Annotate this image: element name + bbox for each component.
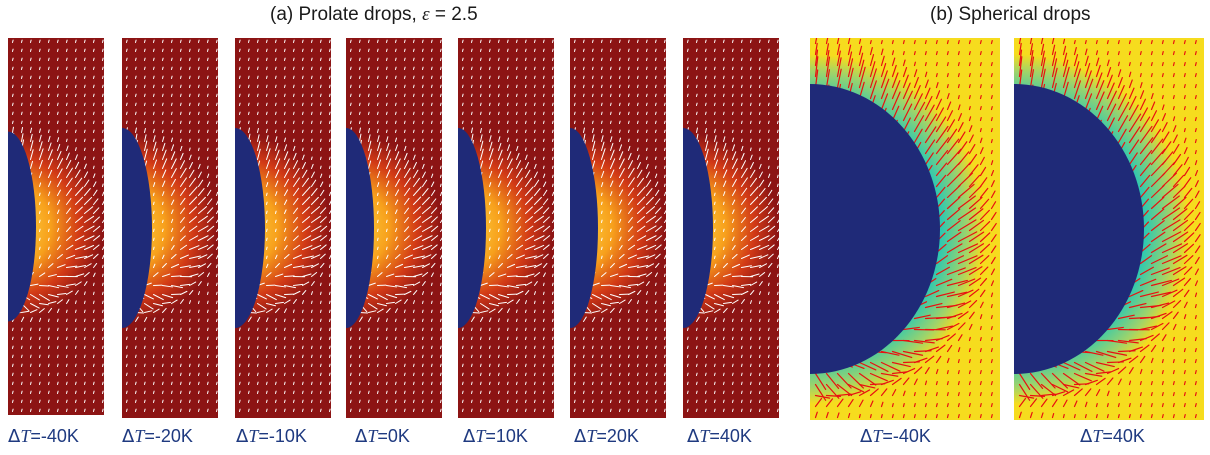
flow-field-image xyxy=(570,38,666,418)
drop-shape xyxy=(458,128,486,328)
caption-prolate-6: ΔT=20K xyxy=(574,426,639,447)
epsilon-symbol: ε xyxy=(422,4,430,25)
caption-prolate-4: ΔT=0K xyxy=(355,426,410,447)
drop-shape xyxy=(570,128,598,328)
caption-spherical-2: ΔT=40K xyxy=(1080,426,1145,447)
caption-prolate-7: ΔT=40K xyxy=(687,426,752,447)
flow-field-image xyxy=(235,38,331,418)
flow-field-image xyxy=(122,38,218,418)
flow-field-image xyxy=(346,38,442,418)
prolate-panel-5 xyxy=(458,38,554,418)
drop-shape xyxy=(1014,84,1144,374)
heading-a: (a) Prolate drops, ε = 2.5 xyxy=(270,4,478,25)
heading-b: (b) Spherical drops xyxy=(930,4,1091,25)
flow-field-image xyxy=(8,38,104,415)
temperature-halo xyxy=(8,79,103,374)
prolate-panel-7 xyxy=(683,38,779,418)
prolate-panel-4 xyxy=(346,38,442,418)
drop-shape xyxy=(346,128,374,328)
drop-shape xyxy=(235,128,265,328)
caption-prolate-1: ΔT=-40K xyxy=(8,426,79,447)
velocity-arrows xyxy=(350,39,442,412)
prolate-panel-6 xyxy=(570,38,666,418)
spherical-panel-1 xyxy=(810,38,1000,420)
caption-prolate-3: ΔT=-10K xyxy=(236,426,307,447)
drop-shape xyxy=(810,84,940,374)
drop-shape xyxy=(122,128,152,328)
flow-field-image xyxy=(458,38,554,418)
spherical-panel-2 xyxy=(1014,38,1204,420)
prolate-panel-1 xyxy=(8,38,104,415)
drop-shape xyxy=(683,128,713,328)
prolate-panel-3 xyxy=(235,38,331,418)
flow-field-image xyxy=(1014,38,1204,420)
caption-prolate-2: ΔT=-20K xyxy=(122,426,193,447)
caption-spherical-1: ΔT=-40K xyxy=(860,426,931,447)
drop-shape xyxy=(8,131,36,322)
caption-prolate-5: ΔT=10K xyxy=(463,426,528,447)
flow-field-image xyxy=(683,38,779,418)
prolate-panel-2 xyxy=(122,38,218,418)
flow-field-image xyxy=(810,38,1000,420)
